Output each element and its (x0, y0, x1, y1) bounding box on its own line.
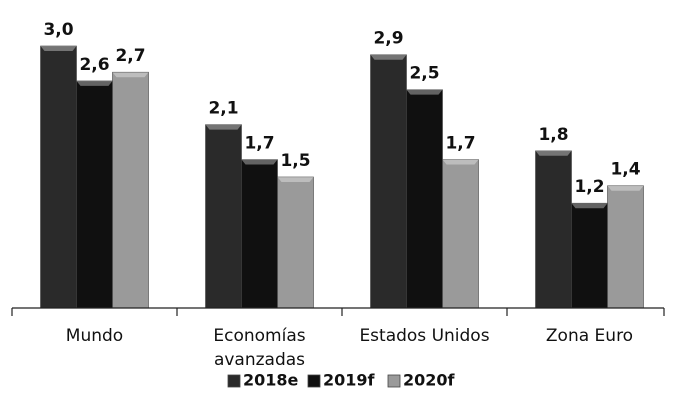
legend-swatch (307, 374, 321, 388)
bar-top (112, 72, 149, 78)
data-label: 1,8 (538, 125, 568, 145)
bar (76, 80, 113, 309)
bar (535, 150, 572, 309)
bar (370, 54, 407, 309)
data-label: 1,2 (574, 177, 604, 197)
bar (40, 45, 77, 309)
bar (112, 71, 149, 309)
bar-top (76, 80, 113, 86)
bar-top (571, 203, 608, 209)
bar-top (607, 185, 644, 191)
x-tick-label: Economías avanzadas (213, 326, 306, 370)
bar (406, 89, 443, 309)
data-label: 1,4 (610, 160, 640, 180)
bar-top (205, 124, 242, 130)
legend-label: 2018e (243, 371, 299, 390)
bar (277, 176, 314, 309)
bar (607, 185, 644, 309)
legend-swatch (387, 374, 401, 388)
bar (442, 159, 479, 309)
data-label: 1,5 (280, 151, 310, 171)
bar (241, 159, 278, 309)
x-tick-label: Zona Euro (545, 326, 634, 346)
data-label: 2,5 (409, 64, 439, 84)
bar (571, 202, 608, 309)
x-tick-label: Estados Unidos (359, 326, 490, 346)
x-tick-label: Mundo (65, 326, 124, 346)
bar-top (277, 177, 314, 182)
data-label: 1,7 (244, 134, 274, 154)
data-label: 2,6 (79, 55, 109, 75)
data-label: 2,9 (373, 29, 403, 49)
data-label: 3,0 (43, 20, 73, 40)
legend-swatch (227, 374, 241, 388)
legend-label: 2019f (323, 371, 376, 390)
bar-top (442, 159, 479, 165)
data-label: 2,7 (115, 46, 145, 66)
bar-top (40, 46, 77, 51)
bar-top (370, 54, 407, 60)
bar (205, 124, 242, 309)
bar-top (406, 89, 443, 95)
bar-top (241, 159, 278, 165)
legend-label: 2020f (403, 371, 456, 390)
bar-top (535, 150, 572, 156)
data-label: 2,1 (208, 99, 238, 119)
data-label: 1,7 (445, 134, 475, 154)
